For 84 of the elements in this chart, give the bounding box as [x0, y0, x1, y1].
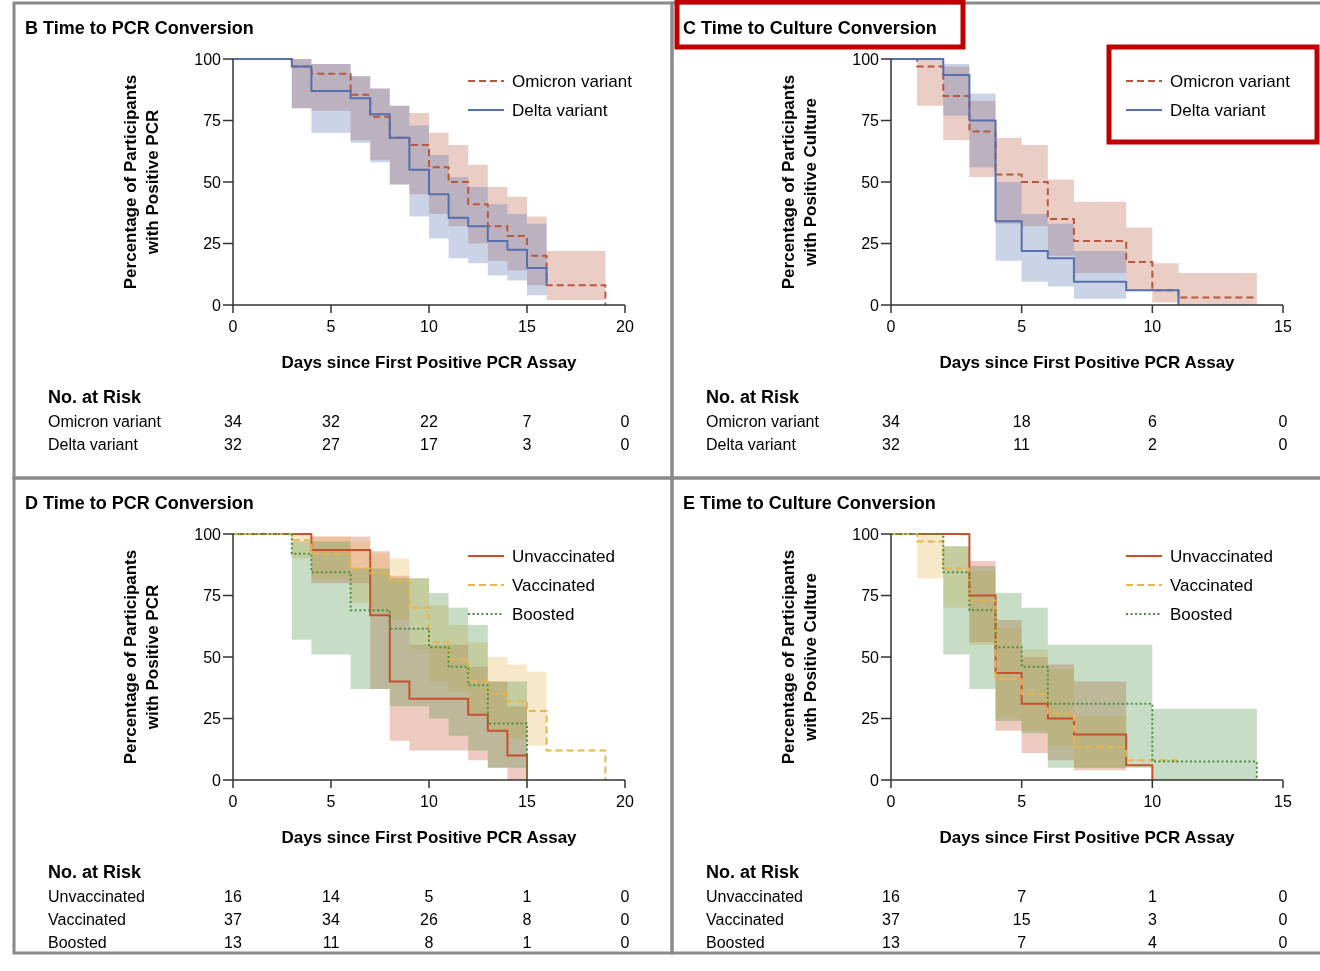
y-tick-label: 50: [861, 173, 880, 191]
text: Boosted: [48, 934, 107, 951]
y-tick-label: 100: [194, 525, 222, 543]
text: 32 11 2 0: [882, 436, 1288, 453]
y-axis-title: Percentage of Participants with Positive Culture: [779, 549, 820, 765]
legend-label: Delta variant: [1170, 100, 1266, 120]
x-axis-title: Days since First Positive PCR Assay: [281, 353, 578, 372]
legend-label: Unvaccinated: [512, 546, 616, 566]
x-axis-title: Days since First Positive PCR Assay: [281, 828, 578, 847]
text: No. at Risk: [48, 862, 143, 882]
x-tick-label: 5: [326, 793, 336, 810]
x-tick-label: 10: [420, 318, 438, 335]
text: 32 27 17 3 0: [224, 436, 630, 453]
legend-label: Boosted: [512, 604, 575, 624]
text: Delta variant: [48, 436, 138, 453]
y-tick-label: 0: [212, 771, 222, 789]
y-tick-label: 25: [861, 235, 880, 253]
y-axis-title: Percentage of Participants with Positive PCR: [121, 74, 162, 290]
text: Delta variant: [706, 436, 796, 453]
x-tick-label: 10: [420, 793, 438, 810]
x-tick-label: 20: [616, 318, 634, 335]
x-tick-label: 20: [616, 793, 634, 810]
y-tick-label: 0: [870, 296, 880, 314]
text: No. at Risk: [706, 387, 801, 407]
y-tick-label: 0: [870, 771, 880, 789]
x-tick-label: 0: [886, 318, 896, 335]
legend-label: Vaccinated: [1170, 575, 1253, 595]
y-tick-label: 25: [861, 710, 880, 728]
text: 37 15 3 0: [882, 911, 1288, 928]
y-tick-label: 25: [203, 710, 222, 728]
text: 34 32 22 7 0: [224, 413, 630, 430]
y-tick-label: 75: [203, 587, 222, 605]
y-tick-label: 25: [203, 235, 222, 253]
y-tick-label: 50: [203, 648, 222, 666]
legend-label: Boosted: [1170, 604, 1233, 624]
legend-label: Unvaccinated: [1170, 546, 1274, 566]
y-tick-label: 75: [203, 112, 222, 130]
x-tick-label: 5: [326, 318, 336, 335]
x-tick-label: 0: [228, 793, 238, 810]
x-axis-title: Days since First Positive PCR Assay: [939, 828, 1236, 847]
text: Vaccinated: [48, 911, 126, 928]
y-axis-title: Percentage of Participants with Positive Culture: [779, 74, 820, 290]
y-tick-label: 50: [861, 648, 880, 666]
x-tick-label: 15: [518, 793, 536, 810]
text: Unvaccinated: [706, 888, 803, 905]
y-tick-label: 100: [194, 50, 222, 68]
x-tick-label: 15: [1274, 793, 1292, 810]
y-tick-label: 75: [861, 587, 880, 605]
x-tick-label: 10: [1143, 318, 1162, 335]
chart-title: C Time to Culture Conversion: [683, 18, 937, 38]
text: Boosted: [706, 934, 765, 951]
text: 13 11 8 1 0: [224, 934, 630, 951]
x-tick-label: 5: [1017, 793, 1027, 810]
text: Vaccinated: [706, 911, 784, 928]
chart-title: E Time to Culture Conversion: [683, 493, 936, 513]
text: 13 7 4 0: [882, 934, 1288, 951]
y-tick-label: 100: [852, 50, 880, 68]
x-axis-title: Days since First Positive PCR Assay: [939, 353, 1236, 372]
legend-label: Delta variant: [512, 100, 608, 120]
x-tick-label: 0: [228, 318, 238, 335]
legend-label: Vaccinated: [512, 575, 595, 595]
x-tick-label: 5: [1017, 318, 1027, 335]
x-tick-label: 0: [886, 793, 896, 810]
chart-title: D Time to PCR Conversion: [25, 493, 254, 513]
text: No. at Risk: [48, 387, 143, 407]
legend-label: Omicron variant: [1170, 71, 1291, 91]
y-axis-title: Percentage of Participants with Positive PCR: [121, 549, 162, 765]
legend-label: Omicron variant: [512, 71, 633, 91]
text: Omicron variant: [48, 413, 161, 430]
x-tick-label: 15: [518, 318, 536, 335]
x-tick-label: 15: [1274, 318, 1292, 335]
y-tick-label: 0: [212, 296, 222, 314]
text: 37 34 26 8 0: [224, 911, 630, 928]
chart-title: B Time to PCR Conversion: [25, 18, 254, 38]
y-tick-label: 50: [203, 173, 222, 191]
y-tick-label: 75: [861, 112, 880, 130]
text: 34 18 6 0: [882, 413, 1288, 430]
x-tick-label: 10: [1143, 793, 1162, 810]
text: Unvaccinated: [48, 888, 145, 905]
y-tick-label: 100: [852, 525, 880, 543]
text: No. at Risk: [706, 862, 801, 882]
text: Omicron variant: [706, 413, 819, 430]
text: 16 14 5 1 0: [224, 888, 630, 905]
text: 16 7 1 0: [882, 888, 1288, 905]
